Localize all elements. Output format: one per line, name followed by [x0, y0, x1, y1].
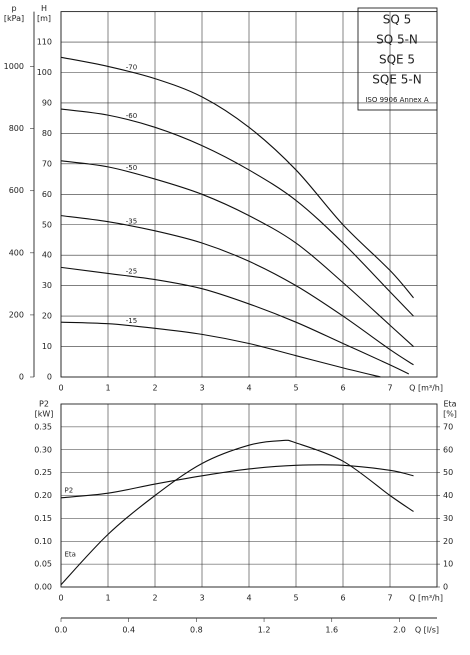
y-tick-label: 90 — [42, 98, 52, 107]
y-tick-label: 0.10 — [34, 537, 52, 546]
annotation-text: ISO 9906 Annex A — [365, 96, 428, 104]
curve — [60, 160, 414, 347]
curve — [60, 215, 414, 366]
x-tick-label: 2 — [152, 594, 157, 603]
series-label: -15 — [126, 317, 137, 325]
y-tick-label: 10 — [42, 342, 52, 351]
curve — [60, 321, 381, 378]
x2-tick-label: 1.6 — [325, 626, 338, 635]
annotation-text: SQE 5 — [379, 53, 415, 67]
x-tick-label: 5 — [293, 384, 298, 393]
y-axis-label: P2 — [39, 400, 49, 409]
y2-tick-label: 50 — [443, 468, 453, 477]
x-tick-label: 3 — [199, 384, 204, 393]
y2-axis-label: p — [11, 4, 16, 13]
x-tick-label: 0 — [58, 384, 63, 393]
y2-tick-label: 0 — [443, 583, 448, 592]
y-axis-unit: [kW] — [35, 410, 54, 419]
x-axis-label: Q [m³/h] — [409, 384, 443, 393]
annotation-text: SQ 5-N — [376, 33, 418, 47]
y-tick-label: 0.00 — [34, 583, 52, 592]
x-tick-label: 4 — [246, 384, 251, 393]
curve — [60, 266, 410, 375]
x2-axis-label: Q [l/s] — [415, 626, 439, 635]
x-tick-label: 1 — [105, 594, 110, 603]
y-tick-label: 100 — [37, 68, 52, 77]
curve — [60, 439, 414, 586]
x-tick-label: 3 — [199, 594, 204, 603]
annotation-text: SQ 5 — [383, 13, 412, 27]
series-label: -25 — [126, 268, 137, 276]
x2-tick-label: 0.8 — [190, 626, 203, 635]
y-tick-label: 0 — [47, 373, 52, 382]
y-tick-label: 70 — [42, 159, 52, 168]
y2-tick-label: 200 — [9, 310, 24, 319]
curve — [60, 108, 414, 317]
y2-tick-label: 600 — [9, 186, 24, 195]
x2-tick-label: 2.0 — [393, 626, 406, 635]
x-tick-label: 4 — [246, 594, 251, 603]
x-tick-label: 7 — [387, 594, 392, 603]
y-tick-label: 30 — [42, 281, 52, 290]
x-tick-label: 5 — [293, 594, 298, 603]
curve — [60, 464, 414, 499]
y2-tick-label: 10 — [443, 560, 453, 569]
curve — [60, 56, 414, 299]
series-label: -35 — [126, 217, 137, 225]
series-label: Eta — [65, 551, 76, 559]
x-tick-label: 7 — [387, 384, 392, 393]
y2-tick-label: 1000 — [4, 62, 24, 71]
y2-tick-label: 40 — [443, 491, 453, 500]
y-axis-unit: [m] — [37, 14, 51, 23]
x-axis-label: Q [m³/h] — [409, 594, 443, 603]
x-tick-label: 2 — [152, 384, 157, 393]
plot-frame — [60, 403, 438, 588]
y-tick-label: 0.30 — [34, 445, 52, 454]
y2-axis-unit: [kPa] — [4, 14, 24, 23]
y-tick-label: 20 — [42, 312, 52, 321]
x-tick-label: 6 — [340, 594, 345, 603]
y-tick-label: 50 — [42, 220, 52, 229]
y-tick-label: 80 — [42, 129, 52, 138]
series-label: -50 — [126, 164, 137, 172]
annotation-text: SQE 5-N — [372, 73, 421, 87]
y-tick-label: 110 — [37, 38, 52, 47]
y-tick-label: 0.20 — [34, 491, 52, 500]
plot-frame — [60, 11, 438, 378]
x-tick-label: 0 — [58, 594, 63, 603]
y-tick-label: 40 — [42, 251, 52, 260]
series-label: -60 — [126, 112, 137, 120]
x-tick-label: 6 — [340, 384, 345, 393]
y-tick-label: 0.15 — [34, 514, 52, 523]
y2-tick-label: 400 — [9, 248, 24, 257]
y2-tick-label: 20 — [443, 537, 453, 546]
y2-tick-label: 800 — [9, 124, 24, 133]
y-tick-label: 0.35 — [34, 422, 52, 431]
y2-tick-label: 60 — [443, 445, 453, 454]
y-tick-label: 0.25 — [34, 468, 52, 477]
series-label: -70 — [126, 64, 137, 72]
y-tick-label: 60 — [42, 190, 52, 199]
y-axis-label: H — [41, 4, 47, 13]
x2-tick-label: 0.0 — [55, 626, 68, 635]
y2-tick-label: 30 — [443, 514, 453, 523]
y2-axis-label: Eta — [443, 400, 456, 409]
x-tick-label: 1 — [105, 384, 110, 393]
y-tick-label: 0.05 — [34, 560, 52, 569]
y2-tick-label: 70 — [443, 422, 453, 431]
x2-tick-label: 1.2 — [258, 626, 271, 635]
annotation-box — [357, 7, 438, 111]
y2-axis-unit: [%] — [443, 410, 457, 419]
y2-tick-label: 0 — [19, 373, 24, 382]
x2-tick-label: 0.4 — [122, 626, 135, 635]
series-label: P2 — [65, 487, 74, 495]
